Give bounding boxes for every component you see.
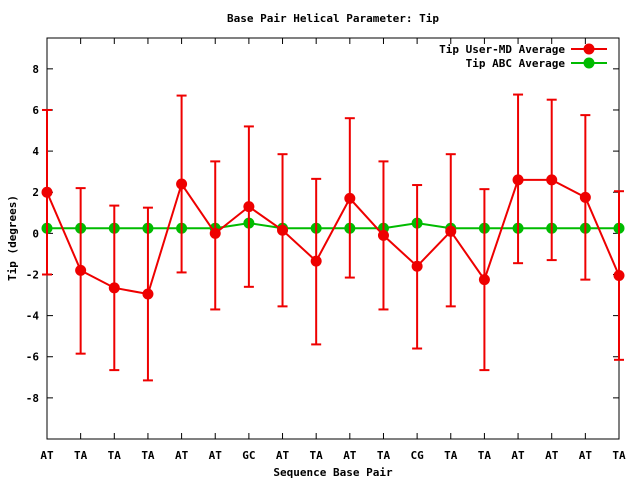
plot-frame [46,37,620,440]
x-tick-label: TA [478,449,492,462]
series-line [47,222,619,230]
axes: -8 -6 -4 -2 0 2 4 6 8 AT TA TA TA AT AT GC AT TA AT TA CG TA T… [26,38,626,462]
x-tick-label: AT [579,449,593,462]
x-tick-label: AT [175,449,189,462]
y-tick-label: -4 [26,310,40,323]
x-tick-label: TA [310,449,324,462]
data-point [478,274,490,286]
data-point [243,201,255,213]
data-point [108,282,120,294]
data-point [579,191,591,203]
x-tick-label: TA [377,449,391,462]
legend-label: Tip ABC Average [466,57,566,70]
series-layer [41,93,625,382]
data-point [512,174,524,186]
x-tick-label: TA [74,449,88,462]
data-point [445,225,457,237]
x-tick-label: TA [108,449,122,462]
y-tick-label: -8 [26,392,39,405]
data-point [277,224,289,236]
x-tick-label: TA [141,449,155,462]
x-tick-label: CG [410,449,424,462]
data-point [142,288,154,300]
data-point [176,178,188,190]
series-line [46,178,620,296]
data-point [310,255,322,267]
y-tick-label: 4 [32,145,39,158]
y-tick-label: 6 [32,104,39,117]
y-tick-label: 0 [32,227,39,240]
x-tick-label: TA [612,449,626,462]
x-tick-label: AT [343,449,357,462]
y-tick-label: 8 [32,63,39,76]
legend-swatch-marker [583,43,595,55]
legend-label: Tip User-MD Average [439,43,565,56]
x-tick-label: AT [545,449,559,462]
data-point [344,192,356,204]
data-point [377,229,389,241]
x-tick-label: GC [242,449,255,462]
x-tick-label: AT [40,449,54,462]
data-point [209,227,221,239]
x-axis-label: Sequence Base Pair [273,466,393,479]
data-point [546,174,558,186]
legend-swatch-marker [583,57,595,69]
y-tick-label: -6 [26,351,40,364]
y-tick-label: 2 [32,186,39,199]
data-point [613,270,625,282]
data-point [411,260,423,272]
x-tick-label: TA [444,449,458,462]
x-tick-label: AT [511,449,525,462]
series-0 [41,93,625,382]
data-point [75,264,87,276]
y-tick-label: -2 [26,268,39,281]
x-tick-label: AT [209,449,223,462]
x-tick-label: AT [276,449,290,462]
data-point [41,186,53,198]
chart-title: Base Pair Helical Parameter: Tip [227,12,439,25]
y-axis-label: Tip (degrees) [6,195,19,281]
